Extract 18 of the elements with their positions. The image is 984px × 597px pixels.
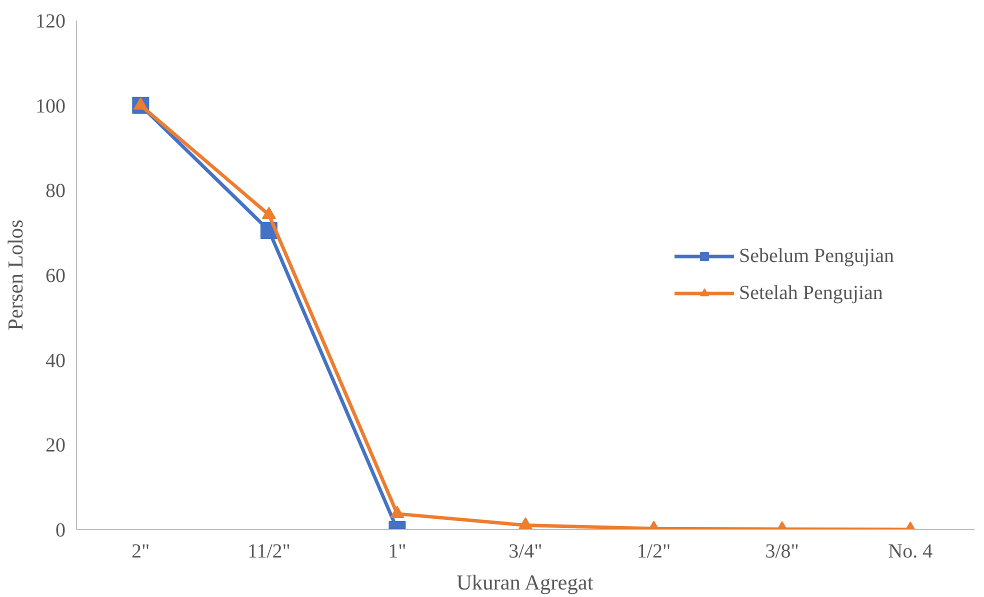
- x-tick-label: No. 4: [888, 540, 933, 562]
- x-tick-label: 3/8": [765, 540, 799, 562]
- y-axis-title: Persen Lolos: [4, 220, 28, 330]
- x-tick-label: 1/2": [636, 540, 671, 562]
- y-tick-label: 60: [46, 265, 66, 287]
- legend-label: Setelah Pengujian: [739, 282, 883, 304]
- y-tick-label: 100: [36, 95, 66, 118]
- legend-label: Sebelum Pengujian: [739, 244, 894, 268]
- y-tick-label: 20: [46, 434, 66, 457]
- y-tick-label: 0: [56, 520, 66, 542]
- x-axis-title: Ukuran Agregat: [456, 570, 594, 594]
- x-tick-label: 3/4": [508, 540, 542, 562]
- y-tick-label: 80: [46, 180, 66, 202]
- x-tick-label: 1": [388, 540, 406, 562]
- y-tick-label: 120: [36, 10, 66, 32]
- x-tick-label: 2": [132, 540, 150, 562]
- y-tick-label: 40: [46, 350, 66, 372]
- x-tick-label: 11/2": [247, 540, 290, 562]
